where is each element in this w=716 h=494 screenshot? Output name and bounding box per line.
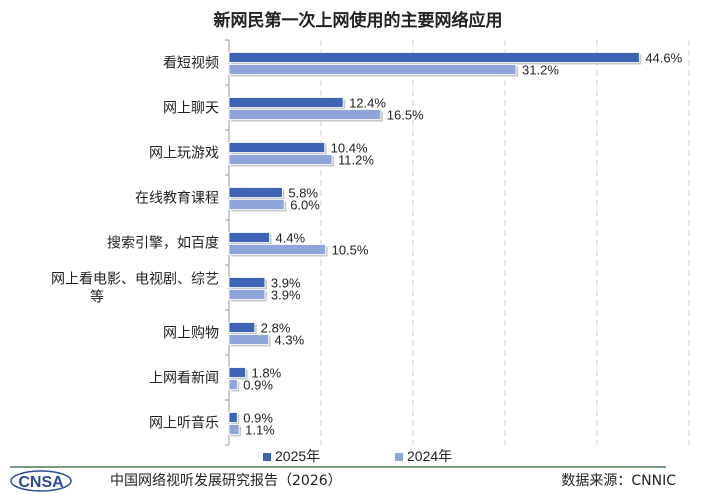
category-label: 看短视频 — [163, 56, 219, 72]
bar-2025 — [228, 367, 246, 378]
bar-2025 — [228, 412, 238, 423]
legend-label: 2025年 — [275, 448, 321, 464]
data-label: 11.2% — [338, 153, 374, 168]
bar-2025 — [228, 52, 640, 63]
legend-swatch — [263, 453, 271, 462]
bar-2025 — [228, 97, 344, 108]
data-label: 4.4% — [275, 231, 305, 246]
data-label: 5.8% — [288, 186, 318, 201]
data-label: 3.9% — [271, 288, 301, 303]
data-label: 31.2% — [522, 63, 559, 78]
cnsa-logo: CNSA — [10, 470, 72, 492]
bar-2025 — [228, 277, 266, 288]
bar-2025 — [228, 232, 270, 243]
data-label: 10.5% — [332, 243, 369, 258]
legend-swatch — [395, 453, 403, 462]
bar-2024 — [228, 334, 269, 345]
data-label: 12.4% — [349, 96, 386, 111]
bar-2024 — [228, 109, 382, 120]
data-label: 1.1% — [245, 423, 275, 438]
data-label: 0.9% — [243, 378, 273, 393]
data-label: 0.9% — [243, 411, 273, 426]
category-label: 网上购物 — [163, 326, 219, 342]
bar-2025 — [228, 142, 326, 153]
category-label: 搜索引擎，如百度 — [107, 235, 219, 252]
data-label: 16.5% — [387, 108, 424, 123]
category-label: 网上看电影、电视剧、综艺 — [51, 272, 219, 288]
bar-2025 — [228, 187, 283, 198]
chart-title: 新网民第一次上网使用的主要网络应用 — [213, 11, 503, 31]
bar-2024 — [228, 379, 238, 390]
data-label: 6.0% — [290, 198, 320, 213]
data-label: 1.8% — [252, 366, 282, 381]
data-label: 4.3% — [275, 333, 305, 348]
data-label: 44.6% — [645, 51, 682, 66]
bar-2024 — [228, 289, 266, 300]
data-label: 3.9% — [271, 276, 301, 291]
category-label: 网上听音乐 — [149, 415, 219, 432]
svg-text:CNSA: CNSA — [18, 474, 64, 491]
bar-2025 — [228, 322, 256, 333]
data-source: 数据来源：CNNIC — [561, 473, 676, 489]
category-label: 网上聊天 — [163, 101, 219, 117]
bar-2024 — [228, 154, 333, 165]
category-label: 网上玩游戏 — [149, 146, 219, 162]
bar-2024 — [228, 64, 517, 75]
category-label: 在线教育课程 — [135, 191, 219, 207]
category-label: 等 — [90, 289, 104, 306]
data-label: 2.8% — [261, 321, 291, 336]
footer-divider — [10, 466, 666, 468]
bar-2024 — [228, 424, 240, 435]
legend-label: 2024年 — [407, 448, 453, 464]
bar-2024 — [228, 244, 326, 255]
bar-2024 — [228, 199, 285, 210]
legend-item-2025: 2025年 — [263, 446, 320, 466]
report-name: 中国网络视听发展研究报告（2026） — [110, 473, 342, 489]
category-label: 上网看新闻 — [149, 371, 219, 387]
data-label: 10.4% — [331, 141, 368, 156]
legend-item-2024: 2024年 — [395, 446, 452, 466]
